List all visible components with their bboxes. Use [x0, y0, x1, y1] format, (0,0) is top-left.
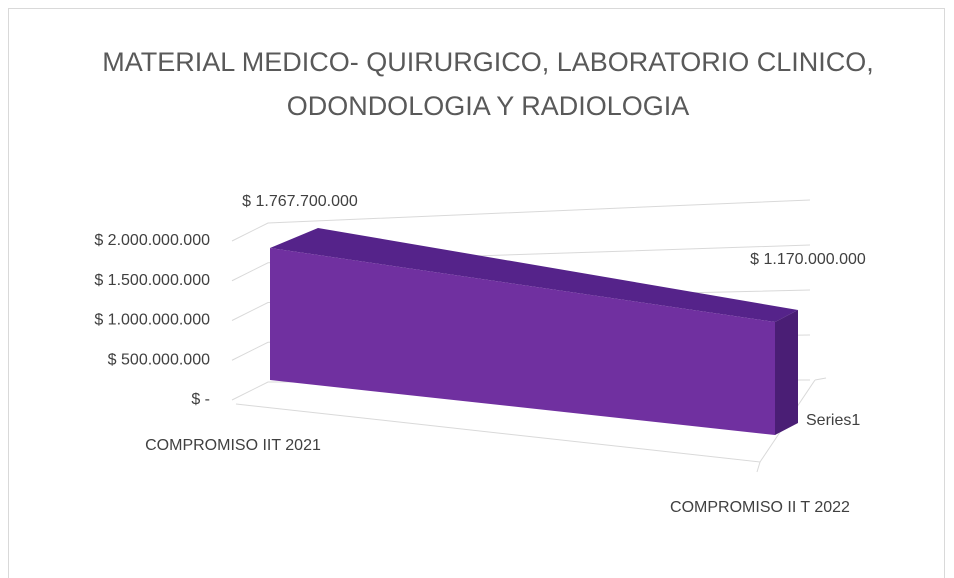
series-axis-label: Series1	[806, 412, 860, 429]
area-front	[270, 247, 775, 435]
y-tick-label: $ 1.500.000.000	[94, 272, 210, 289]
data-label: $ 1.767.700.000	[242, 193, 358, 210]
area-side	[775, 309, 798, 435]
data-label: $ 1.170.000.000	[750, 251, 866, 268]
chart-title: MATERIAL MEDICO- QUIRURGICO, LABORATORIO…	[102, 47, 874, 121]
x-tick-label: COMPROMISO II T 2022	[670, 499, 850, 516]
y-tick-label: $ 1.000.000.000	[94, 312, 210, 329]
grid-line	[231, 199, 811, 242]
x-tick-label: COMPROMISO IIT 2021	[145, 437, 321, 454]
y-tick-label: $ -	[191, 391, 210, 408]
grid-line	[231, 244, 811, 282]
area-top	[270, 227, 798, 322]
floor-tick	[814, 377, 827, 381]
y-tick-label: $ 2.000.000.000	[94, 232, 210, 249]
y-tick-label: $ 500.000.000	[108, 351, 210, 368]
floor-tick	[756, 461, 761, 473]
